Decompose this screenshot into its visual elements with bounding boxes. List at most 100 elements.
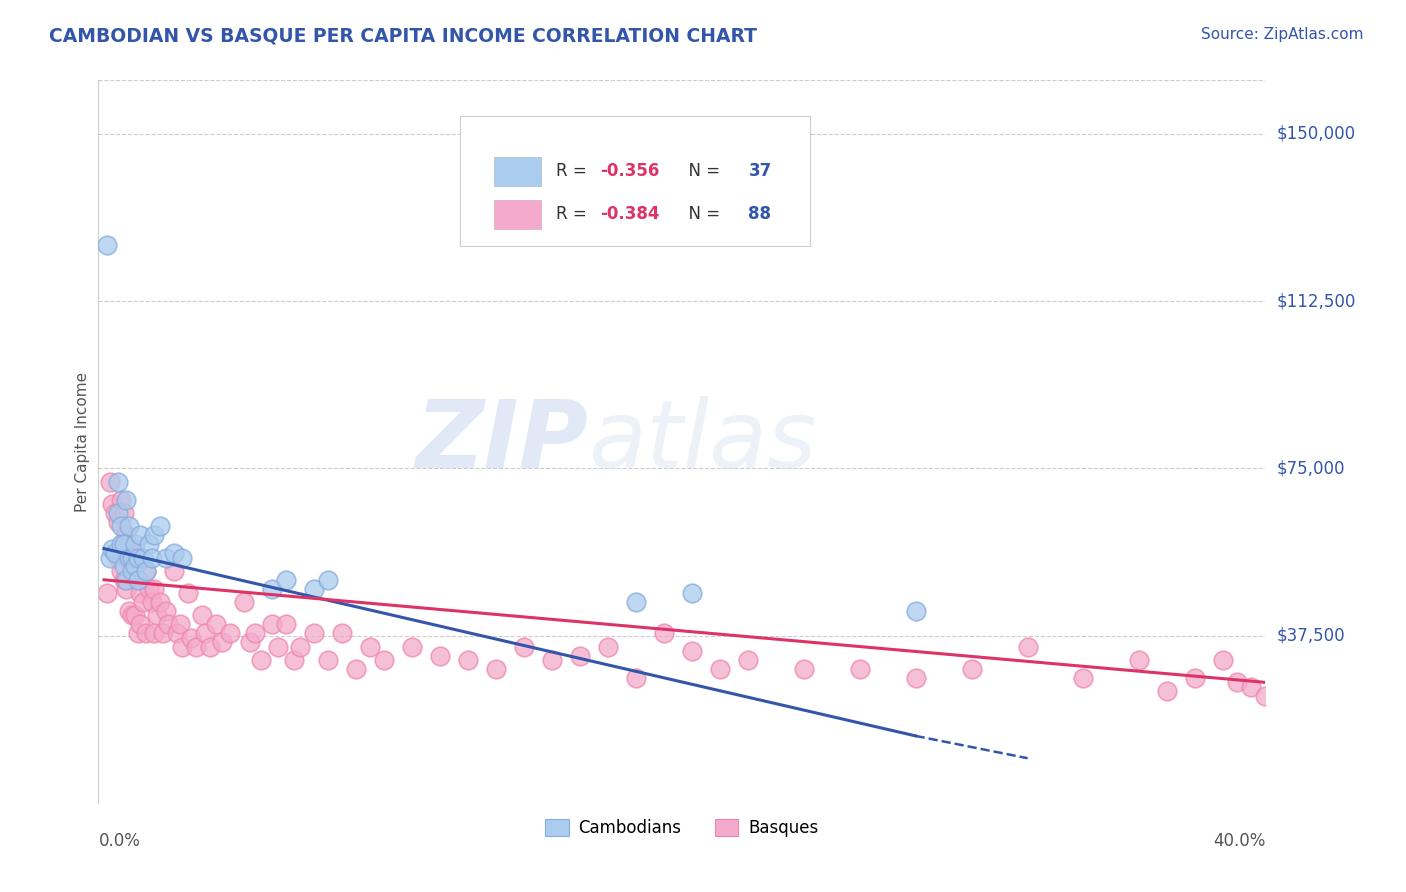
Point — [98, 475, 121, 489]
Point — [127, 573, 149, 587]
Point — [143, 528, 166, 542]
Point — [652, 626, 675, 640]
Point — [540, 653, 562, 667]
Point — [904, 604, 927, 618]
Point — [219, 626, 242, 640]
Point — [112, 537, 135, 551]
Point — [124, 564, 146, 578]
Point — [288, 640, 311, 654]
Point — [141, 550, 163, 565]
Point — [1073, 671, 1095, 685]
Point — [146, 608, 169, 623]
Point — [138, 537, 160, 551]
Point — [243, 626, 266, 640]
Point — [118, 519, 141, 533]
Point — [233, 595, 256, 609]
Point — [112, 573, 135, 587]
Point — [200, 640, 222, 654]
Text: $150,000: $150,000 — [1277, 125, 1355, 143]
Point — [124, 537, 146, 551]
Point — [180, 631, 202, 645]
Point — [373, 653, 395, 667]
Point — [283, 653, 305, 667]
Point — [513, 640, 536, 654]
Point — [155, 550, 177, 565]
Point — [138, 582, 160, 596]
Point — [115, 573, 138, 587]
Point — [143, 626, 166, 640]
Point — [238, 635, 260, 649]
Point — [118, 537, 141, 551]
Point — [249, 653, 271, 667]
Point — [163, 564, 186, 578]
Point — [316, 653, 339, 667]
Point — [135, 626, 157, 640]
Text: ZIP: ZIP — [416, 395, 589, 488]
Point — [135, 564, 157, 578]
Point — [110, 537, 132, 551]
Point — [1156, 684, 1178, 698]
Text: N =: N = — [679, 161, 725, 179]
Point — [330, 626, 353, 640]
Point — [96, 586, 118, 600]
Point — [104, 546, 127, 560]
Point — [118, 550, 141, 565]
Point — [107, 506, 129, 520]
Point — [129, 586, 152, 600]
Point — [127, 573, 149, 587]
Point — [624, 671, 647, 685]
Point — [211, 635, 233, 649]
Point — [960, 662, 983, 676]
Point — [172, 550, 194, 565]
Point — [401, 640, 423, 654]
Point — [1254, 689, 1277, 703]
Text: -0.384: -0.384 — [600, 205, 659, 223]
Point — [101, 541, 124, 556]
Point — [904, 671, 927, 685]
Point — [127, 626, 149, 640]
Point — [155, 604, 177, 618]
Point — [485, 662, 508, 676]
Point — [110, 492, 132, 507]
Point — [302, 626, 325, 640]
Point — [98, 550, 121, 565]
Point — [793, 662, 815, 676]
Text: $112,500: $112,500 — [1277, 292, 1355, 310]
Point — [457, 653, 479, 667]
Point — [141, 595, 163, 609]
Point — [186, 640, 208, 654]
Text: -0.356: -0.356 — [600, 161, 659, 179]
Point — [274, 573, 297, 587]
Point — [149, 519, 172, 533]
Point — [121, 550, 143, 565]
Point — [191, 608, 214, 623]
Point — [709, 662, 731, 676]
Point — [1240, 680, 1263, 694]
FancyBboxPatch shape — [494, 157, 541, 186]
Text: 37: 37 — [748, 161, 772, 179]
Point — [118, 604, 141, 618]
Point — [1017, 640, 1039, 654]
Text: atlas: atlas — [589, 396, 817, 487]
Point — [110, 519, 132, 533]
Point — [1226, 675, 1249, 690]
Point — [112, 506, 135, 520]
Y-axis label: Per Capita Income: Per Capita Income — [75, 371, 90, 512]
Point — [194, 626, 217, 640]
Point — [177, 586, 200, 600]
Point — [681, 644, 703, 658]
Point — [110, 564, 132, 578]
Text: R =: R = — [555, 205, 592, 223]
Point — [152, 626, 174, 640]
Point — [149, 595, 172, 609]
Point — [121, 564, 143, 578]
Point — [624, 595, 647, 609]
Point — [115, 582, 138, 596]
Text: $75,000: $75,000 — [1277, 459, 1346, 477]
Point — [266, 640, 288, 654]
Point — [101, 497, 124, 511]
Point — [132, 595, 155, 609]
Point — [112, 559, 135, 574]
Point — [429, 648, 451, 663]
Point — [121, 550, 143, 565]
